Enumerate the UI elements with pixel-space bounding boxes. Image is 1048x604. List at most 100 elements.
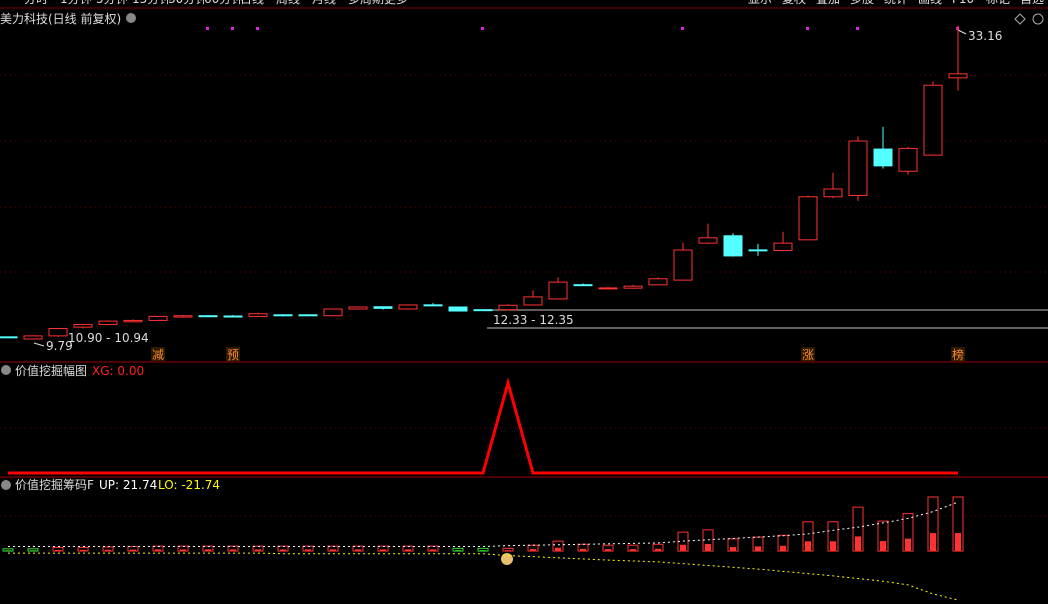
bar-core <box>380 549 386 552</box>
toolbar-tab[interactable]: 日线 <box>240 0 264 6</box>
band-line <box>8 501 959 548</box>
toolbar-tab[interactable]: 15分钟 <box>132 0 171 6</box>
signal-badge <box>801 347 815 361</box>
toolbar-button[interactable]: 标记 <box>986 0 1010 6</box>
toolbar-tab[interactable]: 30分钟 <box>168 0 207 6</box>
candle-body <box>498 304 518 311</box>
signal-dot <box>806 27 809 30</box>
signal-dot <box>231 27 234 30</box>
signal-dot <box>681 27 684 30</box>
bar-core <box>630 549 636 552</box>
money-bag-icon <box>501 553 513 565</box>
bar-core <box>505 550 511 552</box>
candle-body <box>848 140 868 196</box>
bar-core <box>680 544 686 552</box>
candle-body <box>448 306 468 312</box>
low-label: 9.79 <box>46 339 73 353</box>
candle-body <box>623 285 643 289</box>
bar-core <box>830 541 836 552</box>
candle-body <box>898 147 918 172</box>
candle-body <box>773 242 793 252</box>
settings-icon[interactable] <box>1032 13 1044 25</box>
high-label: 33.16 <box>968 29 1002 43</box>
bar-core <box>55 549 61 552</box>
toolbar-tab[interactable]: 分时 <box>24 0 48 6</box>
toolbar-tab[interactable]: 更多 <box>384 0 408 6</box>
bar-core <box>305 549 311 552</box>
bar <box>2 548 14 552</box>
candle-body <box>73 323 93 328</box>
signal-dot <box>206 27 209 30</box>
candle-body <box>23 335 43 340</box>
candle-body <box>698 237 718 244</box>
bar-core <box>880 541 886 552</box>
range-label: 12.33 - 12.35 <box>493 313 574 327</box>
bar-core <box>130 549 136 552</box>
candle-body <box>248 313 268 317</box>
bar-core <box>855 536 861 552</box>
candle-body <box>473 309 493 312</box>
candle-body <box>723 235 743 257</box>
diamond-icon[interactable] <box>1014 13 1026 25</box>
toolbar-button[interactable]: 叠加 <box>816 0 840 6</box>
toolbar-button[interactable]: 统计 <box>884 0 908 6</box>
candle-body <box>273 314 293 317</box>
bar-core <box>230 549 236 552</box>
toolbar-tab[interactable]: 多周期 <box>348 0 384 6</box>
toolbar-button[interactable]: 自选 <box>1020 0 1044 6</box>
dropdown-icon[interactable] <box>1 365 11 375</box>
candle-body <box>948 73 968 79</box>
indicator-value: UP: 21.74 <box>99 478 157 492</box>
toolbar-button[interactable]: F10 <box>952 0 974 6</box>
signal-dot <box>481 27 484 30</box>
bar-core <box>730 547 736 552</box>
bar-core <box>355 549 361 552</box>
bar-core <box>780 545 786 552</box>
signal-badge <box>226 347 240 361</box>
candle-body <box>48 327 68 337</box>
candle-body <box>798 196 818 241</box>
toolbar-button[interactable]: 多股 <box>850 0 874 6</box>
toolbar-tab[interactable]: 1分钟 <box>60 0 92 6</box>
bar-core <box>405 549 411 552</box>
toolbar-tab[interactable]: 月线 <box>312 0 336 6</box>
candle-body <box>523 296 543 306</box>
candle-body <box>748 249 768 252</box>
signal-label: 榜 <box>952 347 964 362</box>
band-line <box>8 552 959 601</box>
bar-core <box>930 533 936 552</box>
candle-body <box>873 148 893 167</box>
bar-core <box>255 549 261 552</box>
signal-dot <box>856 27 859 30</box>
candle-body <box>923 84 943 156</box>
toolbar-tab[interactable]: 周线 <box>276 0 300 6</box>
toolbar-tab[interactable]: 5分钟 <box>96 0 128 6</box>
chart-title: 美力科技(日线 前复权) <box>0 11 121 26</box>
bar-core <box>280 549 286 552</box>
candle-body <box>323 308 343 317</box>
bar-core <box>580 548 586 552</box>
indicator-line <box>8 377 958 475</box>
bar-core <box>655 548 661 552</box>
dropdown-icon[interactable] <box>126 13 136 23</box>
toolbar-button[interactable]: 显示 <box>748 0 772 6</box>
candle-body <box>398 304 418 310</box>
dropdown-icon[interactable] <box>1 480 11 490</box>
toolbar-button[interactable]: 画线 <box>918 0 942 6</box>
candle-body <box>198 315 218 318</box>
bar-core <box>555 547 561 552</box>
bar-core <box>155 549 161 552</box>
toolbar-button[interactable]: 复权 <box>782 0 806 6</box>
bar-core <box>105 549 111 552</box>
candle-body <box>573 284 593 287</box>
candle-body <box>373 306 393 309</box>
toolbar-tab[interactable]: 60分钟 <box>204 0 243 6</box>
bar-core <box>330 549 336 552</box>
bar <box>27 548 39 552</box>
signal-dot <box>256 27 259 30</box>
indicator-value: XG: 0.00 <box>92 364 144 378</box>
bar-core <box>705 543 711 552</box>
bar-core <box>455 550 461 552</box>
bar-core <box>80 549 86 552</box>
